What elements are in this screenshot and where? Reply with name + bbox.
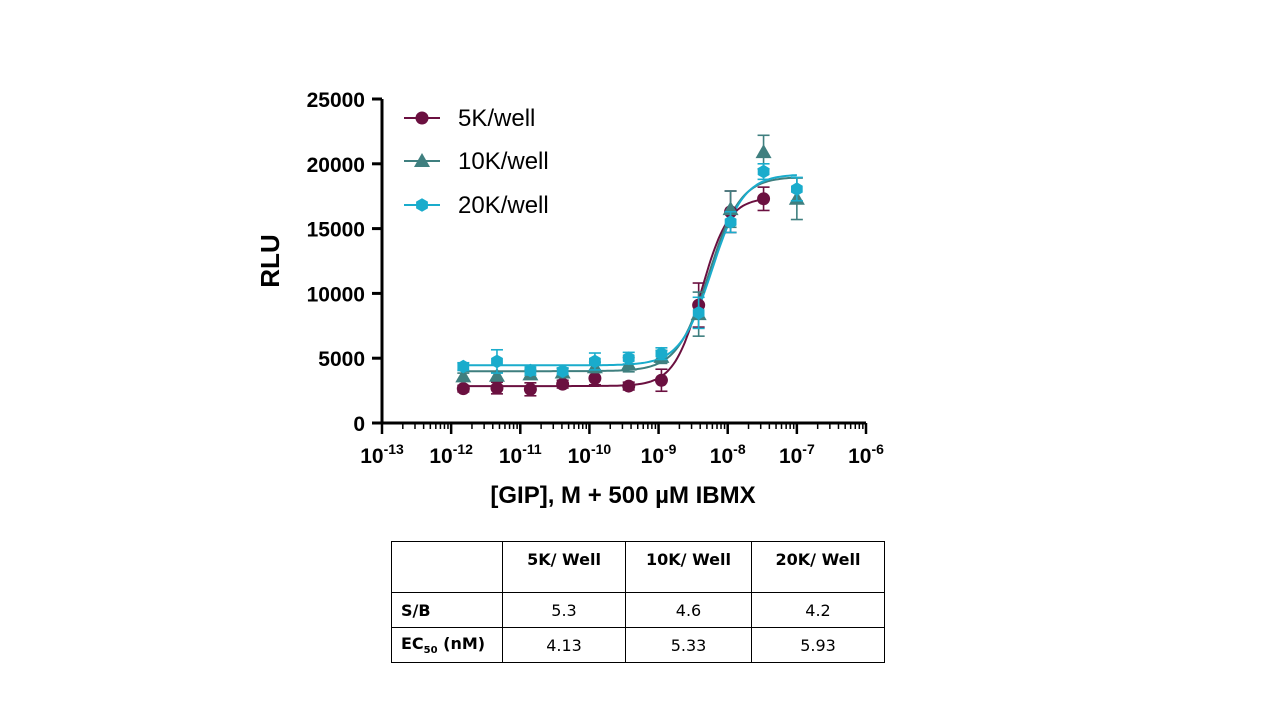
data-point (757, 164, 770, 179)
table-cell: 4.6 (625, 592, 752, 628)
x-tick-label: 10-9 (641, 441, 677, 468)
y-tick-label: 5000 (318, 348, 365, 371)
data-point (655, 346, 668, 361)
legend-marker (416, 198, 428, 212)
table-header-cell: 20K/ Well (751, 541, 885, 593)
y-axis-label: RLU (255, 234, 285, 287)
legend-label: 20K/well (458, 192, 549, 219)
data-point (589, 354, 601, 369)
table-row: S/B 5.3 4.6 4.2 (391, 592, 885, 628)
data-point (755, 144, 772, 159)
data-point (724, 215, 737, 229)
data-point (455, 368, 472, 383)
data-point (791, 182, 803, 196)
data-point (488, 367, 505, 382)
data-point (556, 377, 570, 391)
x-tick-label: 10-13 (360, 441, 404, 468)
ec-label: EC (401, 633, 424, 653)
x-tick-label: 10-7 (779, 441, 815, 468)
x-tick-label: 10-10 (568, 441, 612, 468)
table-header-row: 5K/ Well 10K/ Well 20K/ Well (391, 541, 885, 593)
data-point (457, 359, 470, 374)
legend-label: 5K/well (458, 105, 535, 132)
data-point (490, 381, 504, 395)
ec-subscript: 50 (423, 645, 438, 657)
data-point (588, 371, 602, 385)
y-tick-label: 15000 (307, 219, 365, 242)
table-row-label: EC50 (nM) (391, 627, 503, 663)
data-point (456, 382, 470, 396)
data-point (622, 351, 635, 365)
table-cell: 5.3 (502, 592, 626, 628)
legend-label: 10K/well (458, 148, 549, 175)
dose-response-chart: 0 5000 10000 15000 20000 25000 10-13 10-12 10-11… (255, 89, 885, 509)
data-point (692, 306, 705, 320)
table-header-cell: 10K/ Well (625, 541, 752, 593)
data-point (622, 379, 636, 393)
legend: 5K/well 10K/well 20K/well (404, 105, 549, 219)
table-cell: 5.93 (751, 627, 885, 663)
table-header-cell (391, 541, 503, 593)
y-tick-label: 10000 (307, 283, 365, 306)
table-cell: 4.2 (751, 592, 885, 628)
summary-table: 5K/ Well 10K/ Well 20K/ Well S/B 5.3 4.6… (391, 541, 885, 663)
table-cell: 5.33 (625, 627, 752, 663)
data-point (523, 382, 537, 396)
axes: 0 5000 10000 15000 20000 25000 10-13 10-12 10-11… (307, 89, 885, 468)
data-point (757, 192, 771, 206)
y-tick-label: 0 (353, 413, 365, 436)
x-tick-label: 10-12 (429, 441, 473, 468)
table-header-cell: 5K/ Well (502, 541, 626, 593)
data-point (654, 373, 668, 387)
legend-marker (414, 153, 430, 167)
table-row: EC50 (nM) 4.13 5.33 5.93 (391, 627, 885, 663)
y-tick-label: 20000 (307, 154, 365, 177)
table-cell: 4.13 (502, 627, 626, 663)
table-row-label: S/B (391, 592, 503, 628)
ec-unit: (nM) (437, 633, 486, 653)
data-point (491, 354, 503, 369)
x-tick-label: 10-6 (848, 441, 884, 468)
data-points (455, 134, 805, 397)
x-tick-label: 10-11 (499, 441, 542, 468)
data-point (524, 363, 537, 378)
legend-marker (415, 111, 429, 125)
x-tick-label: 10-8 (710, 441, 746, 468)
y-tick-label: 25000 (307, 89, 365, 112)
fit-curve (463, 198, 764, 388)
x-axis-label: [GIP], M + 500 µM IBMX (490, 482, 755, 509)
data-point (556, 364, 569, 378)
